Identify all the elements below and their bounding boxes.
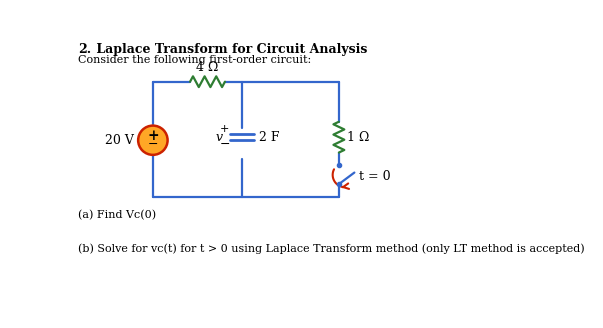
Text: t = 0: t = 0 (359, 170, 391, 183)
Text: 4 Ω: 4 Ω (197, 61, 219, 74)
Text: +: + (147, 129, 159, 143)
Text: 2 F: 2 F (259, 131, 280, 144)
Text: −: − (148, 138, 158, 151)
Text: 2.: 2. (78, 43, 92, 56)
Text: (a) Find Vc(0): (a) Find Vc(0) (78, 210, 157, 221)
Text: 20 V: 20 V (106, 134, 134, 147)
Text: +: + (220, 124, 230, 134)
Text: 1 Ω: 1 Ω (347, 131, 370, 144)
Text: Consider the following first-order circuit:: Consider the following first-order circu… (78, 55, 312, 65)
Text: v: v (215, 131, 223, 144)
Text: Laplace Transform for Circuit Analysis: Laplace Transform for Circuit Analysis (92, 43, 368, 56)
Circle shape (138, 126, 168, 155)
Text: (b) Solve for vc(t) for t > 0 using Laplace Transform method (only LT method is : (b) Solve for vc(t) for t > 0 using Lapl… (78, 243, 585, 254)
Text: −: − (219, 137, 230, 151)
